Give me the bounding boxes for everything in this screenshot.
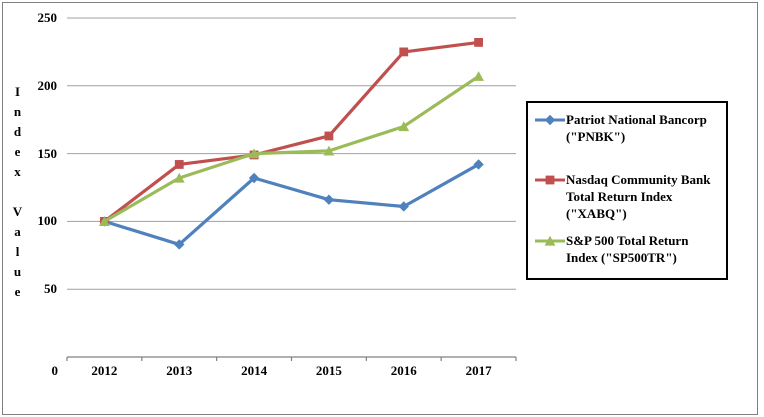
legend-label-2: S&P 500 Total Return Index ("SP500TR") [566,233,689,265]
legend: Patriot National Bancorp ("PNBK") Nasdaq C… [526,101,728,280]
y-axis-tick-label-200: 200 [37,77,58,93]
x-axis-label-2014: 2014 [241,363,268,378]
data-point-2-2012 [99,216,110,226]
legend-item-2: S&P 500 Total Return Index ("SP500TR") [535,232,726,266]
y-axis-tick-label-50: 50 [44,281,57,297]
data-point-0-2013 [174,239,185,250]
data-point-2-2016 [398,121,410,132]
legend-diamond-marker-icon [535,114,565,126]
legend-label-1: Nasdaq Community Bank Total Return Index(… [566,172,711,221]
legend-label-0: Patriot National Bancorp ("PNBK") [566,112,707,144]
legend-item-1: Nasdaq Community Bank Total Return Index(… [535,171,726,222]
x-axis-label-2015: 2015 [315,363,342,378]
series-line-1 [102,40,481,223]
series-line-0 [102,162,481,247]
legend-triangle-marker-icon [535,235,565,246]
data-point-1-2013 [174,160,184,169]
series-line-2 [102,74,481,223]
data-point-1-2015 [324,131,334,141]
legend-square-marker-icon [535,175,565,185]
data-point-2-2015 [323,145,335,156]
y-axis-tick-label-0: 0 [51,363,59,378]
y-axis-tick-label-250: 250 [37,10,58,25]
x-axis-label-2012: 2012 [91,363,118,378]
x-axis-label-2016: 2016 [390,363,417,378]
legend-item-0: Patriot National Bancorp ("PNBK") [535,111,726,145]
data-point-2-2013 [173,172,185,183]
y-axis-tick-label-150: 150 [37,145,58,161]
data-point-1-2017 [474,38,483,47]
data-point-1-2016 [399,47,409,57]
x-axis-label-2013: 2013 [166,363,193,378]
data-point-2-2017 [473,71,484,81]
data-point-0-2015 [323,194,335,205]
y-axis-title: Index Value [10,84,25,304]
y-axis-tick-label-100: 100 [37,213,58,229]
x-axis-label-2017: 2017 [465,363,492,378]
data-point-2-2014 [248,148,260,159]
data-point-0-2014 [248,172,260,184]
data-point-0-2016 [398,201,409,212]
data-point-0-2017 [473,159,484,170]
